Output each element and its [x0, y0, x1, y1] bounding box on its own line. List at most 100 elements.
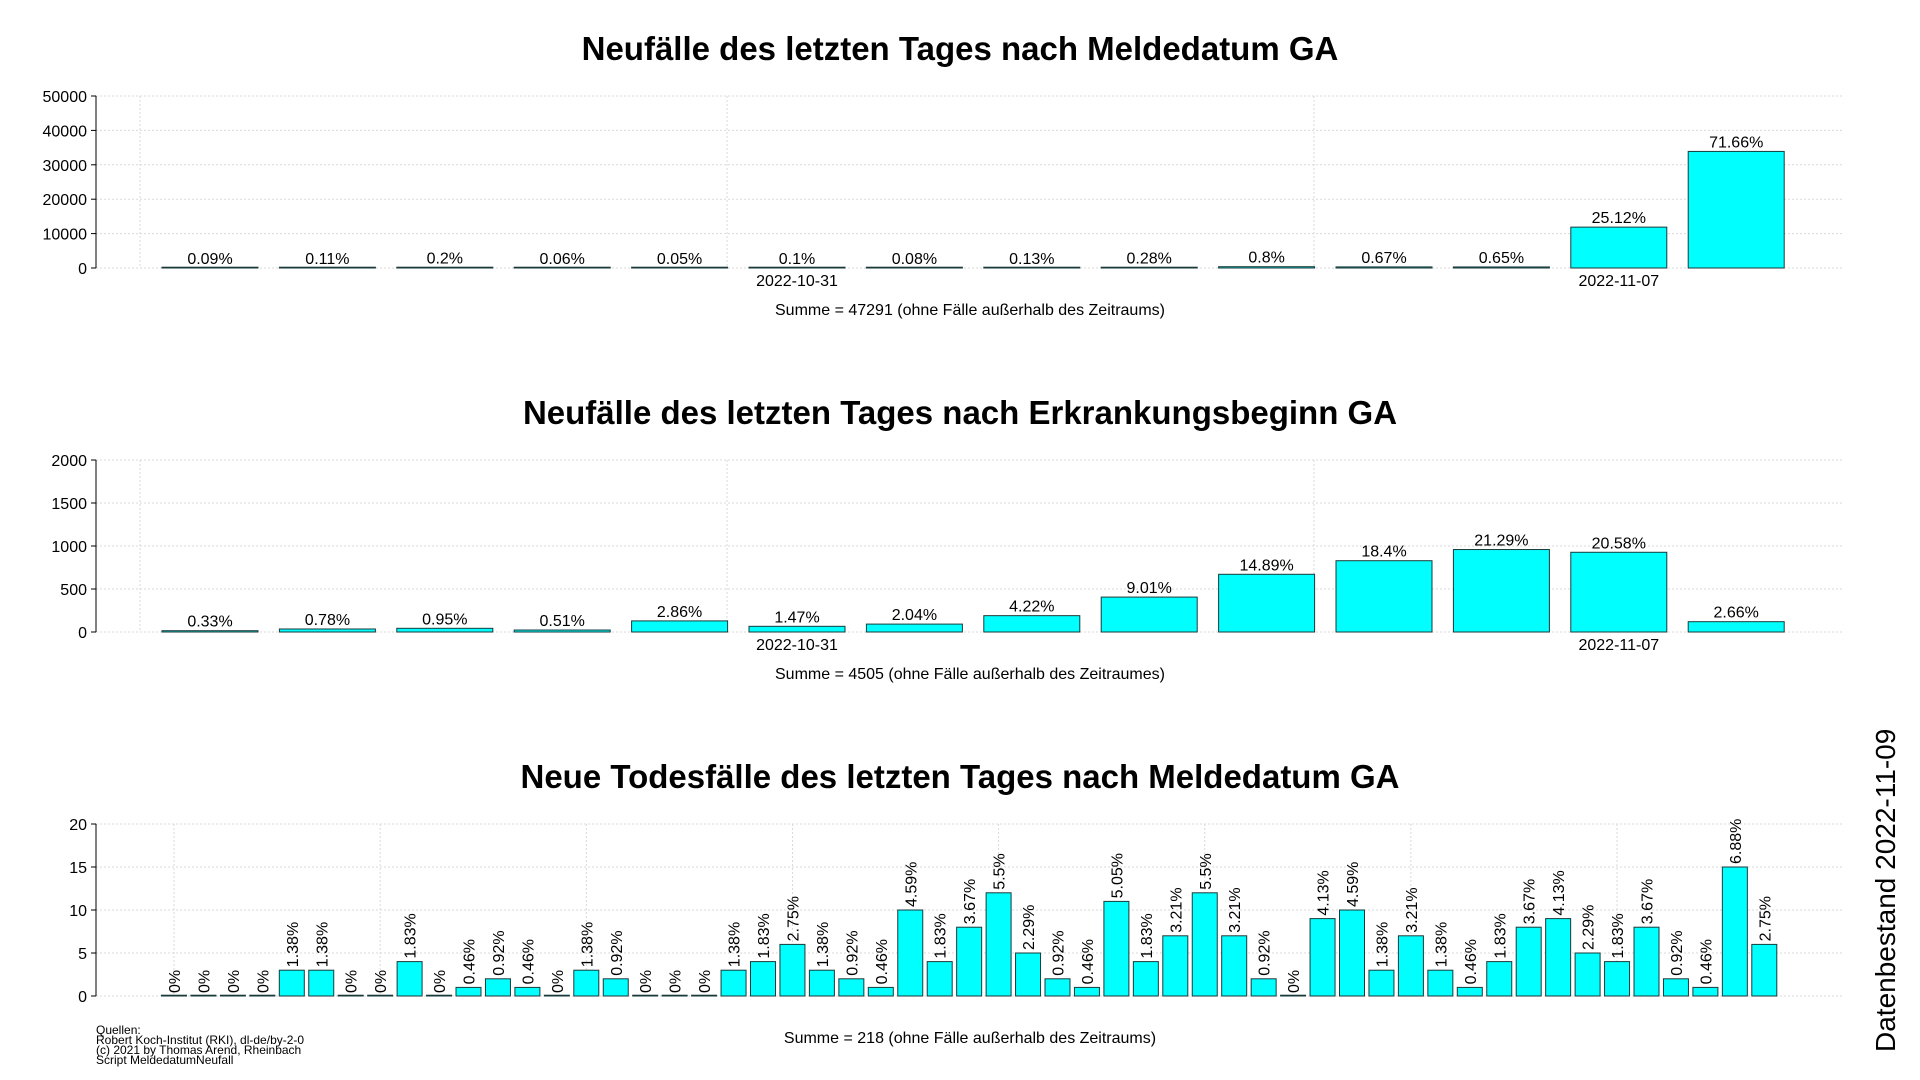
- bar-value-label: 0.65%: [1479, 250, 1524, 267]
- bar-value-label: 3.21%: [1404, 887, 1421, 932]
- bar: [748, 266, 846, 269]
- bar: [956, 926, 983, 997]
- bar-value-label: 2.29%: [1581, 905, 1598, 950]
- sources-line: Robert Koch-Institut (RKI), dl-de/by-2-0: [96, 1033, 304, 1047]
- bar: [1162, 935, 1189, 997]
- bar-value-label: 4.13%: [1551, 870, 1568, 915]
- y-tick-label: 2000: [51, 453, 87, 470]
- bar-value-label: 2.66%: [1714, 605, 1759, 622]
- x-tick-label: 2022-10-31: [756, 637, 838, 654]
- bar: [1250, 978, 1277, 997]
- bar-value-label: 0.67%: [1361, 250, 1406, 267]
- chart-panel-1: Neufälle des letzten Tages nach Meldedat…: [43, 30, 1842, 319]
- chart-title: Neufälle des letzten Tages nach Erkranku…: [523, 394, 1397, 431]
- bar-value-label: 1.38%: [815, 922, 832, 967]
- y-tick-label: 50000: [43, 89, 88, 106]
- y-tick-label: 1000: [51, 539, 87, 556]
- bar: [426, 994, 453, 997]
- bar: [983, 615, 1081, 633]
- bar: [1132, 961, 1159, 997]
- bar-value-label: 0.33%: [187, 614, 232, 631]
- y-tick-label: 500: [60, 582, 87, 599]
- bar: [1692, 986, 1719, 997]
- bar-value-label: 4.22%: [1009, 599, 1054, 616]
- chart-panel-2: Neufälle des letzten Tages nach Erkranku…: [51, 394, 1842, 683]
- bar: [691, 994, 718, 997]
- bar-value-label: 0.92%: [1257, 930, 1274, 975]
- bar: [1751, 943, 1778, 997]
- bar: [1486, 961, 1513, 997]
- bar: [161, 994, 187, 997]
- chart-title: Neufälle des letzten Tages nach Meldedat…: [582, 30, 1339, 67]
- bar-value-label: 0.46%: [1080, 939, 1097, 984]
- bar: [750, 961, 776, 997]
- bar-value-label: 5.5%: [1198, 853, 1215, 889]
- bar-value-label: 3.67%: [1640, 879, 1657, 924]
- bar: [249, 994, 276, 997]
- bar-value-label: 4.13%: [1316, 870, 1333, 915]
- bar-value-label: 2.04%: [892, 607, 937, 624]
- bar-value-label: 71.66%: [1709, 134, 1763, 151]
- bar-value-label: 0.8%: [1248, 250, 1284, 267]
- bar-value-label: 2.29%: [1021, 905, 1038, 950]
- bar: [513, 629, 611, 633]
- bar-value-label: 0%: [638, 970, 655, 993]
- bar: [396, 266, 494, 269]
- bar-value-label: 0%: [432, 970, 449, 993]
- chart-panel-3: Neue Todesfälle des letzten Tages nach M…: [69, 758, 1842, 1047]
- bar: [632, 994, 659, 997]
- bar: [1452, 266, 1550, 269]
- sum-label: Summe = 47291 (ohne Fälle außerhalb des …: [775, 302, 1165, 319]
- bar-value-label: 0.08%: [892, 251, 937, 268]
- y-tick-label: 15: [69, 860, 87, 877]
- bar: [513, 266, 611, 269]
- bar-value-label: 0.95%: [422, 611, 467, 628]
- x-tick-label: 2022-11-07: [1578, 637, 1659, 654]
- bar-value-label: 1.83%: [1610, 913, 1627, 958]
- bar: [926, 961, 953, 997]
- bar-value-label: 1.38%: [314, 922, 331, 967]
- bar: [631, 620, 729, 633]
- bar: [308, 969, 335, 997]
- bar: [1633, 926, 1660, 997]
- bar: [1570, 551, 1668, 633]
- bar-value-label: 0%: [373, 970, 390, 993]
- bar-value-label: 1.83%: [1139, 913, 1156, 958]
- y-tick-label: 0: [78, 989, 87, 1006]
- bar-value-label: 0.06%: [540, 251, 585, 268]
- bar: [631, 266, 729, 269]
- bar: [161, 266, 259, 269]
- bar-value-label: 4.59%: [903, 862, 920, 907]
- sources-line: Quellen:: [96, 1023, 141, 1037]
- bar: [573, 969, 600, 997]
- bar-value-label: 0.09%: [187, 251, 232, 268]
- bar: [543, 994, 570, 997]
- bar-value-label: 0.92%: [1669, 930, 1686, 975]
- bar-value-label: 0%: [226, 970, 243, 993]
- bar-value-label: 2.86%: [657, 604, 702, 621]
- bar-value-label: 1.83%: [1492, 913, 1509, 958]
- bar: [1515, 926, 1542, 997]
- bar: [1335, 266, 1433, 269]
- bar: [455, 986, 482, 997]
- bar: [865, 266, 963, 269]
- bar: [1103, 900, 1130, 997]
- bar: [1545, 918, 1572, 997]
- bar-value-label: 3.67%: [1522, 879, 1539, 924]
- bar-value-label: 0%: [1286, 970, 1303, 993]
- bar-value-label: 1.38%: [727, 922, 744, 967]
- bar-value-label: 14.89%: [1239, 557, 1293, 574]
- y-tick-label: 0: [78, 625, 87, 642]
- bar: [985, 892, 1012, 997]
- bar: [367, 994, 394, 997]
- datenbestand-label: Datenbestand 2022-11-09: [1870, 729, 1901, 1052]
- bar-value-label: 0.2%: [427, 251, 463, 268]
- y-tick-label: 20000: [43, 192, 88, 209]
- bar-value-label: 0.13%: [1009, 251, 1054, 268]
- bar-value-label: 4.59%: [1345, 862, 1362, 907]
- bar: [1191, 892, 1218, 997]
- bar: [602, 978, 629, 997]
- bar-value-label: 1.83%: [756, 913, 773, 958]
- bar: [337, 994, 364, 997]
